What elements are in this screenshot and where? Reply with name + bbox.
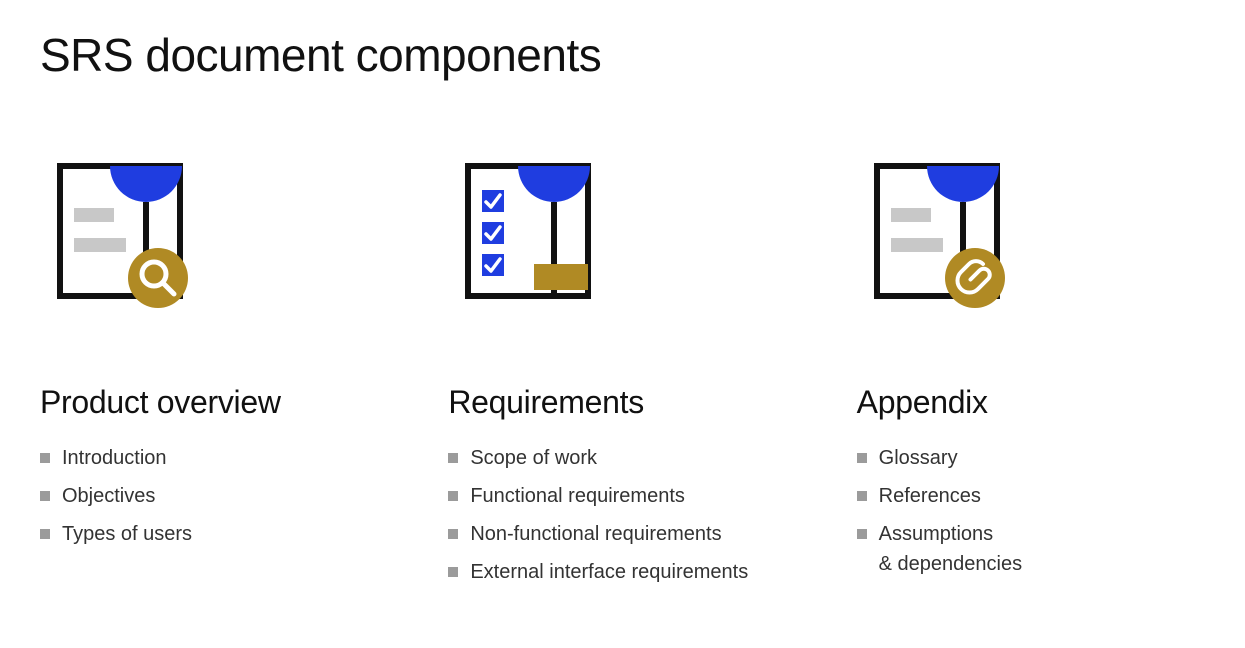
column-title: Appendix: [857, 384, 1205, 421]
list-item: Glossary: [857, 443, 1205, 473]
list-item: Functional requirements: [448, 481, 796, 511]
column-requirements: Requirements Scope of work Functional re…: [448, 152, 796, 595]
list-item: References: [857, 481, 1205, 511]
list-item: Introduction: [40, 443, 388, 473]
list-item: Scope of work: [448, 443, 796, 473]
doc-search-icon: [40, 152, 210, 322]
page-title: SRS document components: [40, 28, 1205, 82]
list-item: Objectives: [40, 481, 388, 511]
column-title: Requirements: [448, 384, 796, 421]
column-items: Scope of work Functional requirements No…: [448, 443, 796, 587]
list-item: External interface requirements: [448, 557, 796, 587]
icon-wrap: [857, 152, 1205, 322]
column-product-overview: Product overview Introduction Objectives…: [40, 152, 388, 595]
column-items: Introduction Objectives Types of users: [40, 443, 388, 549]
list-item: Non-functional requirements: [448, 519, 796, 549]
columns-row: Product overview Introduction Objectives…: [40, 152, 1205, 595]
doc-attachment-icon: [857, 152, 1027, 322]
icon-wrap: [448, 152, 796, 322]
list-item: Assumptions & dependencies: [857, 519, 1205, 579]
column-appendix: Appendix Glossary References Assumptions…: [857, 152, 1205, 595]
column-title: Product overview: [40, 384, 388, 421]
icon-wrap: [40, 152, 388, 322]
column-items: Glossary References Assumptions & depend…: [857, 443, 1205, 579]
doc-checklist-icon: [448, 152, 618, 322]
infographic-canvas: SRS document components: [0, 0, 1245, 648]
list-item: Types of users: [40, 519, 388, 549]
